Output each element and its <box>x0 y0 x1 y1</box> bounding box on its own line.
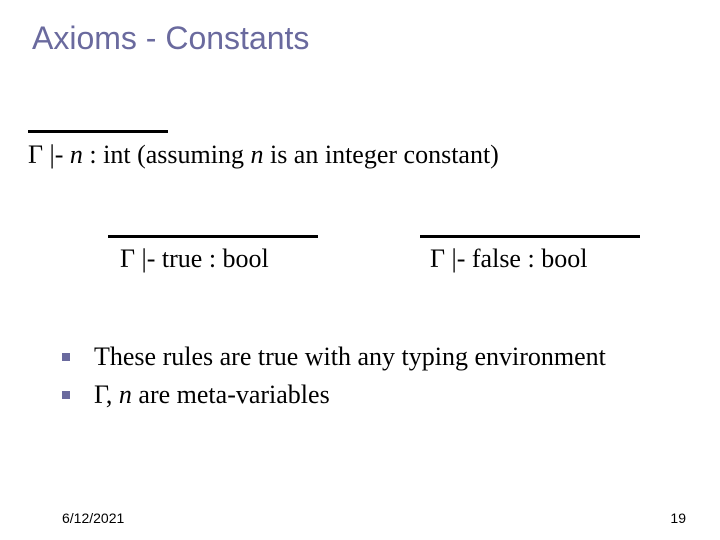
footer-date: 6/12/2021 <box>62 510 124 526</box>
rule1-note-var: n <box>250 140 263 169</box>
bullet-icon <box>62 391 70 399</box>
rule1-judgment: Γ |- n : int (assuming n is an integer c… <box>28 140 499 170</box>
rule1-note-suffix: is an integer constant) <box>263 140 498 169</box>
slide-title: Axioms - Constants <box>32 20 309 57</box>
rule1-inference-line <box>28 130 168 133</box>
bullet2-suffix: are meta-variables <box>132 380 330 409</box>
rule1-type: : int <box>83 140 131 169</box>
rule1-note-prefix: (assuming <box>131 140 251 169</box>
footer-page-number: 19 <box>670 510 686 526</box>
bullet2-var: n <box>119 380 132 409</box>
bullet2-text: Γ, n are meta-variables <box>94 378 330 412</box>
list-item: These rules are true with any typing env… <box>62 340 680 374</box>
list-item: Γ, n are meta-variables <box>62 378 680 412</box>
rule2-judgment: Γ |- true : bool <box>120 244 269 274</box>
rule3-judgment: Γ |- false : bool <box>430 244 587 274</box>
rule1-turnstile: |- <box>43 140 70 169</box>
rule2-inference-line <box>108 235 318 238</box>
bullet-icon <box>62 353 70 361</box>
bullet2-prefix: Γ, <box>94 380 119 409</box>
rule1-gamma: Γ <box>28 140 43 169</box>
rule3-inference-line <box>420 235 640 238</box>
rule1-var: n <box>70 140 83 169</box>
bullet1-text: These rules are true with any typing env… <box>94 340 606 374</box>
bullet-list: These rules are true with any typing env… <box>62 340 680 416</box>
